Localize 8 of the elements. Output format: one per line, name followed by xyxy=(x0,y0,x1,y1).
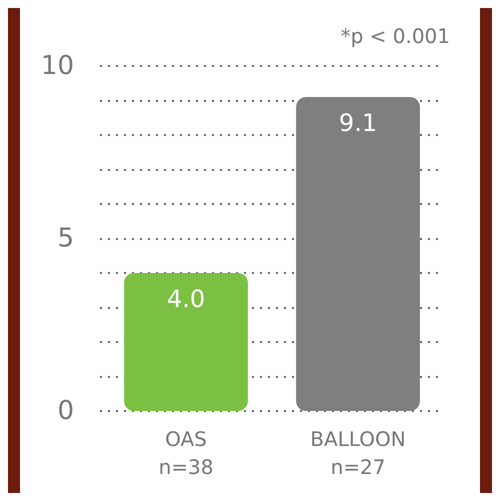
x-tick-label: BALLOON n=27 xyxy=(310,427,406,479)
data-label: 9.1 xyxy=(338,109,378,138)
text: *p < 0.001 xyxy=(340,24,450,48)
y-tick-label: 10 xyxy=(40,51,74,81)
data-label: 4.0 xyxy=(166,285,206,313)
y-tick-label: 0 xyxy=(57,396,74,426)
x-tick-label: OAS n=38 xyxy=(158,427,214,479)
y-tick-label: 5 xyxy=(57,224,74,254)
